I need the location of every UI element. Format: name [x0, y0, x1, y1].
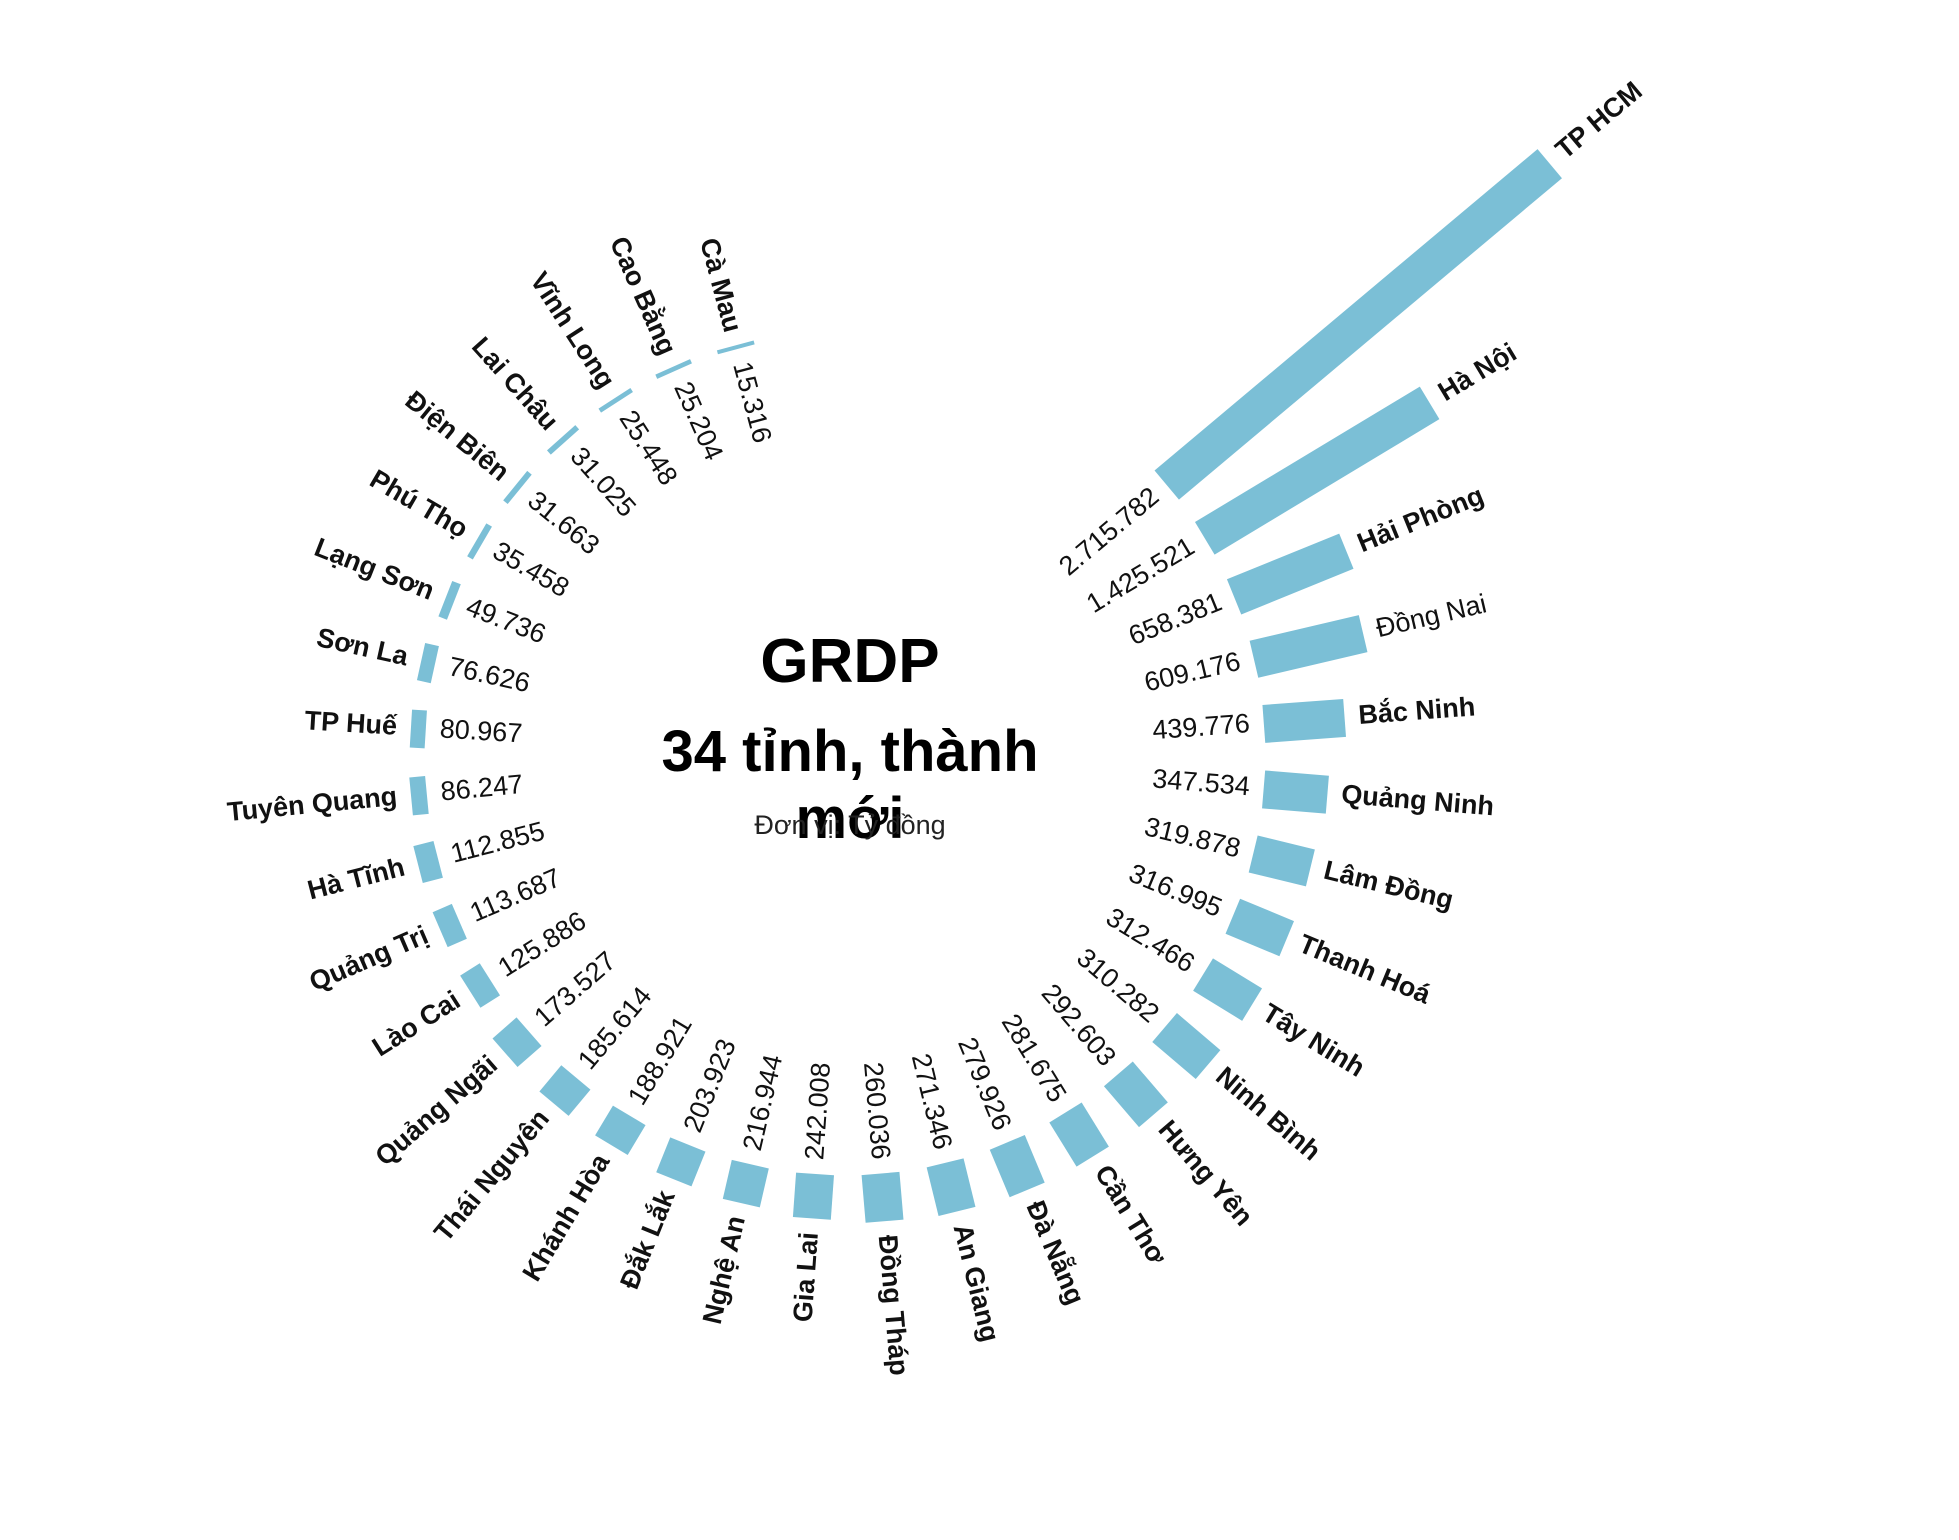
bar-bac-ninh	[1262, 698, 1346, 743]
province-label-hung-yen: Hưng Yên	[1153, 1114, 1259, 1231]
bar-lang-son	[438, 580, 461, 620]
value-label-phu-tho: 35.458	[488, 536, 574, 604]
province-label-thai-nguyen: Thái Nguyên	[428, 1104, 555, 1248]
value-label-dong-thap: 260.036	[858, 1061, 896, 1161]
province-label-dong-thap: Đồng Tháp	[873, 1234, 915, 1377]
value-label-cao-bang: 25.204	[668, 377, 729, 465]
province-label-ha-tinh: Hà Tĩnh	[304, 852, 407, 906]
province-label-quang-ninh: Quảng Ninh	[1340, 779, 1495, 821]
value-label-dak-lak: 203.923	[677, 1035, 741, 1137]
bar-dong-nai	[1249, 615, 1368, 678]
bar-vinh-long	[598, 388, 633, 413]
province-label-khanh-hoa: Khánh Hòa	[517, 1148, 616, 1287]
province-label-ninh-binh: Ninh Bình	[1210, 1061, 1326, 1167]
value-label-quang-tri: 113.687	[466, 862, 566, 927]
province-label-lam-dong: Lâm Đồng	[1321, 855, 1456, 915]
value-label-an-giang: 271.346	[906, 1050, 958, 1152]
bar-tp-hue	[409, 709, 427, 749]
value-label-ha-tinh: 112.855	[448, 816, 548, 869]
value-label-quang-ninh: 347.534	[1151, 763, 1251, 801]
province-label-bac-ninh: Bắc Ninh	[1357, 690, 1476, 730]
value-label-nghe-an: 216.944	[737, 1052, 788, 1154]
bar-hung-yen	[1103, 1061, 1168, 1128]
value-label-gia-lai: 242.008	[799, 1061, 836, 1161]
bar-ninh-binh	[1152, 1013, 1221, 1080]
province-label-son-la: Sơn La	[314, 622, 412, 671]
province-label-can-tho: Cần Thơ	[1089, 1160, 1173, 1271]
value-label-lam-dong: 319.878	[1142, 811, 1244, 863]
chart-title: GRDP	[760, 627, 940, 696]
province-label-phu-tho: Phú Thọ	[365, 464, 473, 544]
bar-thai-nguyen	[539, 1065, 591, 1116]
province-label-quang-ngai: Quảng Ngãi	[369, 1049, 503, 1171]
province-label-tuyen-quang: Tuyên Quang	[226, 781, 399, 827]
value-label-dong-nai: 609.176	[1141, 646, 1243, 697]
bar-dak-lak	[656, 1137, 706, 1187]
value-label-hai-phong: 658.381	[1124, 586, 1226, 651]
bar-lao-cai	[460, 963, 501, 1008]
bar-lai-chau	[546, 425, 580, 455]
bar-khanh-hoa	[595, 1105, 646, 1155]
chart-unit: Đơn vị: Tỷ đồng	[754, 810, 946, 840]
bar-dong-thap	[861, 1171, 904, 1223]
province-label-lai-chau: Lai Châu	[466, 331, 564, 436]
value-label-lai-chau: 31.025	[565, 441, 642, 523]
value-label-son-la: 76.626	[446, 651, 533, 698]
bar-thanh-hoa	[1225, 898, 1295, 957]
value-label-da-nang: 279.926	[952, 1033, 1017, 1135]
province-label-dong-nai: Đồng Nai	[1373, 588, 1489, 643]
province-label-tp-hcm: TP HCM	[1550, 75, 1648, 164]
bar-quang-ngai	[492, 1017, 542, 1068]
province-label-thanh-hoa: Thanh Hoá	[1295, 928, 1436, 1010]
bar-tay-ninh	[1193, 958, 1263, 1021]
province-label-dien-bien: Điện Biên	[400, 385, 515, 487]
province-label-quang-tri: Quảng Trị	[305, 920, 433, 997]
province-label-ca-mau: Cà Mau	[694, 235, 748, 336]
province-label-vinh-long: Vĩnh Long	[524, 267, 621, 394]
bar-tuyen-quang	[409, 776, 429, 816]
bar-quang-tri	[432, 903, 467, 948]
bar-can-tho	[1049, 1102, 1109, 1167]
value-label-vinh-long: 25.448	[614, 405, 684, 491]
bars-layer	[409, 149, 1562, 1223]
province-label-tp-hue: TP Huế	[304, 705, 399, 741]
bar-tp-hcm	[1154, 149, 1562, 500]
province-label-nghe-an: Nghệ An	[697, 1213, 751, 1327]
bar-ha-tinh	[413, 841, 443, 883]
province-label-tay-ninh: Tây Ninh	[1257, 998, 1370, 1083]
province-label-lao-cai: Lào Cai	[367, 985, 465, 1062]
province-label-cao-bang: Cao Bằng	[604, 232, 683, 360]
province-label-hai-phong: Hải Phòng	[1353, 480, 1488, 558]
province-label-da-nang: Đà Nẵng	[1020, 1196, 1092, 1309]
province-label-dak-lak: Đắk Lắk	[613, 1185, 681, 1294]
bar-gia-lai	[792, 1172, 834, 1220]
province-label-gia-lai: Gia Lai	[788, 1231, 824, 1323]
bar-hai-phong	[1226, 533, 1354, 615]
bar-quang-ninh	[1262, 770, 1329, 814]
bar-lam-dong	[1248, 835, 1315, 887]
bar-an-giang	[926, 1158, 976, 1216]
bar-phu-tho	[467, 523, 492, 560]
bar-ca-mau	[716, 340, 755, 355]
bar-ha-noi	[1194, 386, 1440, 555]
province-label-lang-son: Lạng Sơn	[310, 532, 438, 606]
bar-cao-bang	[655, 359, 692, 379]
value-label-tuyen-quang: 86.247	[439, 769, 524, 807]
bar-nghe-an	[722, 1159, 769, 1208]
bar-son-la	[416, 643, 439, 684]
bar-da-nang	[989, 1135, 1045, 1198]
value-label-lang-son: 49.736	[462, 591, 550, 649]
value-label-bac-ninh: 439.776	[1151, 708, 1251, 745]
value-label-tp-hue: 80.967	[439, 713, 523, 748]
value-label-ca-mau: 15.316	[727, 358, 777, 446]
province-label-an-giang: An Giang	[948, 1221, 1006, 1345]
province-label-ha-noi: Hà Nội	[1433, 337, 1522, 407]
bar-dien-bien	[503, 470, 532, 505]
chart-subtitle: 34 tỉnh, thành mới	[661, 719, 1039, 851]
value-label-dien-bien: 31.663	[522, 485, 605, 560]
value-label-thanh-hoa: 316.995	[1125, 858, 1227, 923]
